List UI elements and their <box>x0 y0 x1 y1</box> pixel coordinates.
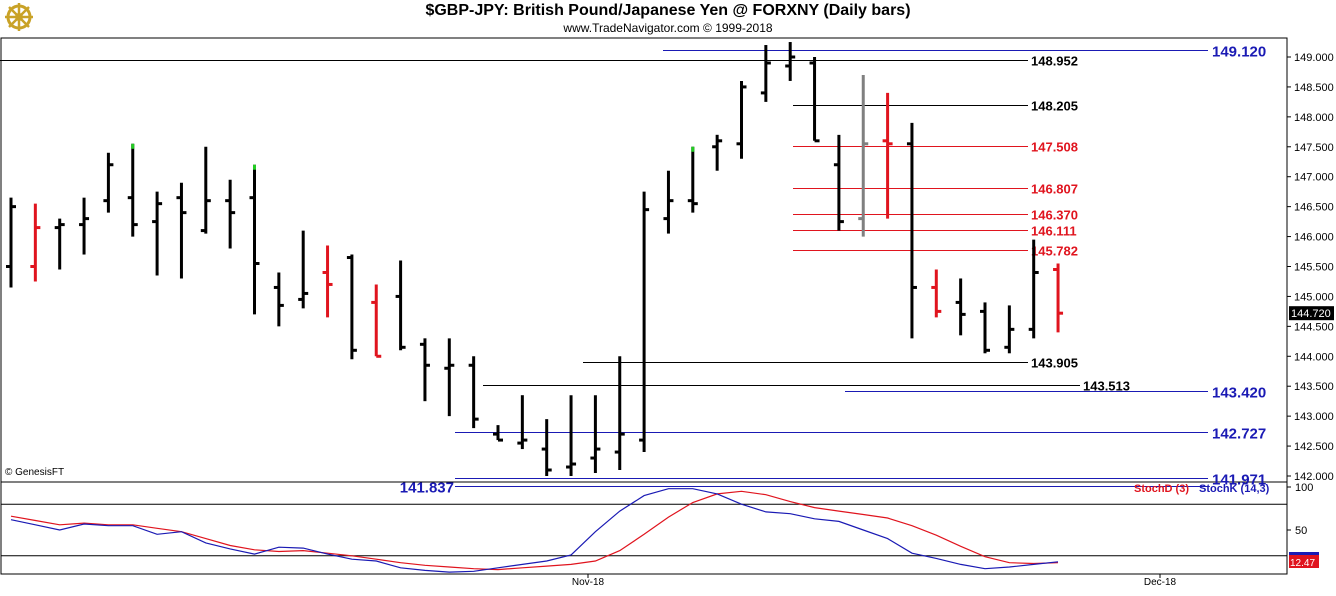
price-bar <box>249 164 260 315</box>
price-bar <box>760 45 771 102</box>
price-bar <box>127 143 138 237</box>
legend-stochd: StochD (3) <box>1134 483 1189 495</box>
level-label: 141.837 <box>400 480 454 497</box>
stoch-tick-label: 50 <box>1295 525 1307 537</box>
price-tick-label: 144.500 <box>1294 321 1334 333</box>
price-bar <box>273 272 284 327</box>
price-bar <box>906 122 917 339</box>
stoch-value-box <box>1289 555 1319 568</box>
price-tick-label: 145.500 <box>1294 262 1334 274</box>
level-label: 147.508 <box>1031 140 1078 155</box>
x-tick-label: Dec-18 <box>1144 577 1177 588</box>
price-bar <box>809 57 820 143</box>
price-tick-label: 147.000 <box>1294 172 1334 184</box>
level-label: 146.807 <box>1031 182 1078 197</box>
price-tick-label: 148.500 <box>1294 82 1334 94</box>
price-bar <box>541 419 552 476</box>
last-price-box <box>1289 306 1334 321</box>
price-tick-label: 142.500 <box>1294 441 1334 453</box>
price-bar <box>419 338 430 402</box>
logo-icon <box>5 3 33 31</box>
price-bar <box>200 146 211 234</box>
price-bar <box>79 197 90 255</box>
price-bar <box>955 278 966 336</box>
price-bar <box>736 80 747 159</box>
stoch-tick-label: 100 <box>1295 482 1313 494</box>
price-tick-label: 145.000 <box>1294 291 1334 303</box>
price-bar <box>712 134 723 171</box>
price-bar <box>395 260 406 351</box>
price-bar <box>54 218 65 270</box>
price-bar <box>614 356 625 471</box>
level-label: 142.727 <box>1212 426 1266 443</box>
price-bar <box>1053 263 1064 333</box>
price-tick-label: 149.000 <box>1294 52 1334 64</box>
price-bar <box>322 245 333 318</box>
level-label: 143.905 <box>1031 356 1078 371</box>
price-bar <box>468 356 479 429</box>
price-bar <box>517 395 528 450</box>
price-bar <box>30 203 41 282</box>
x-tick-label: Nov-18 <box>572 577 605 588</box>
price-bar <box>980 302 990 354</box>
level-label: 141.971 <box>1212 472 1266 489</box>
price-bar <box>103 152 114 213</box>
price-bar <box>687 146 698 213</box>
price-bar <box>298 230 309 309</box>
price-tick-label: 142.000 <box>1294 471 1334 483</box>
copyright-label: © GenesisFT <box>5 467 65 478</box>
price-bar <box>225 179 236 249</box>
price-bar <box>590 395 601 474</box>
price-tick-label: 148.000 <box>1294 112 1334 124</box>
price-bar <box>785 42 796 81</box>
price-tick-label: 143.500 <box>1294 381 1334 393</box>
price-bar <box>176 182 187 279</box>
price-bar <box>566 395 577 476</box>
price-tick-label: 143.000 <box>1294 411 1334 423</box>
price-tick-label: 146.000 <box>1294 232 1334 244</box>
price-bar <box>346 254 357 360</box>
price-bar <box>1004 305 1015 354</box>
price-bar <box>858 74 869 237</box>
level-label: 146.111 <box>1031 224 1077 239</box>
level-label: 143.513 <box>1083 379 1130 394</box>
price-bar <box>931 269 942 318</box>
chart-title: $GBP-JPY: British Pound/Japanese Yen @ F… <box>425 2 911 19</box>
last-price-label: 144.720 <box>1291 308 1331 320</box>
price-tick-label: 144.000 <box>1294 351 1334 363</box>
price-bar <box>663 170 674 234</box>
price-tick-label: 147.500 <box>1294 142 1334 154</box>
price-bar <box>882 92 893 219</box>
stoch-series-line <box>10 488 1059 573</box>
level-label: 148.205 <box>1031 99 1078 114</box>
price-bar <box>6 197 16 288</box>
stoch-value-label: 12.47 <box>1290 558 1315 569</box>
level-label: 146.370 <box>1031 208 1078 223</box>
legend-stochk: StochK (14,3) <box>1199 483 1270 495</box>
level-label: 149.120 <box>1212 44 1266 61</box>
price-bar <box>1028 239 1039 339</box>
stoch-series-line <box>10 490 1059 571</box>
level-label: 148.952 <box>1031 54 1078 69</box>
price-bar <box>371 284 382 358</box>
price-bar <box>152 191 163 276</box>
level-label: 143.420 <box>1212 385 1266 402</box>
stoch-value-box-top <box>1289 552 1319 555</box>
chart-subtitle: www.TradeNavigator.com © 1999-2018 <box>563 21 773 35</box>
level-label: 145.782 <box>1031 244 1078 259</box>
price-bar <box>639 191 650 453</box>
price-bar <box>493 425 503 442</box>
price-tick-label: 146.500 <box>1294 202 1334 214</box>
price-bar <box>833 134 844 231</box>
price-bar <box>444 338 455 417</box>
stoch-panel <box>0 481 1288 575</box>
